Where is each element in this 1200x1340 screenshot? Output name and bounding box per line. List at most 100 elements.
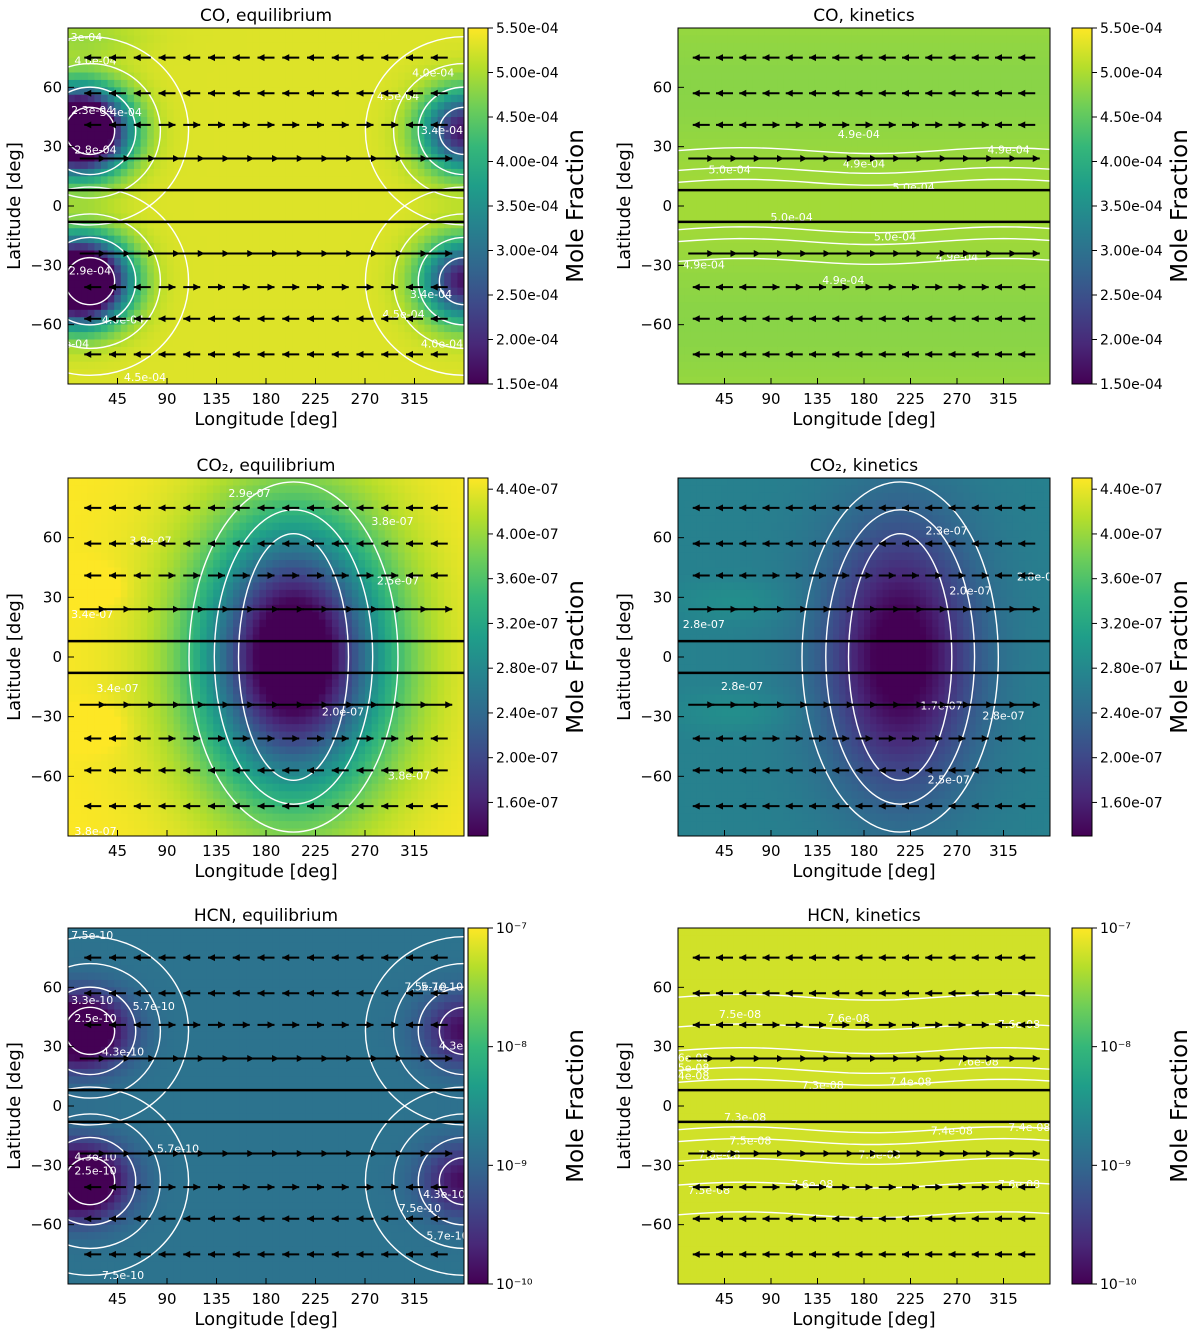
wind-arrowhead bbox=[371, 155, 378, 163]
heatmap-cell bbox=[332, 324, 340, 333]
colorbar bbox=[467, 27, 489, 385]
heatmap-cell bbox=[305, 317, 313, 326]
heatmap-cell bbox=[378, 168, 386, 177]
heatmap-cell bbox=[312, 302, 320, 311]
heatmap-cell bbox=[180, 42, 188, 51]
heatmap-cell bbox=[305, 87, 313, 96]
heatmap-cell bbox=[777, 198, 784, 207]
heatmap-cell bbox=[678, 79, 685, 88]
heatmap-cell bbox=[134, 346, 142, 355]
heatmap-cell bbox=[702, 198, 710, 207]
heatmap-cell bbox=[437, 317, 445, 326]
heatmap-cell bbox=[746, 72, 753, 81]
heatmap-cell bbox=[101, 124, 109, 133]
heatmap-cell bbox=[180, 206, 188, 215]
heatmap-cell bbox=[285, 324, 293, 333]
heatmap-cell bbox=[444, 265, 452, 274]
heatmap-cell bbox=[233, 295, 241, 304]
heatmap-cell bbox=[140, 79, 148, 88]
heatmap-cell bbox=[802, 176, 809, 185]
heatmap-cell bbox=[266, 339, 274, 348]
heatmap-cell bbox=[147, 272, 155, 281]
heatmap-cell bbox=[147, 168, 155, 177]
heatmap-cell bbox=[864, 124, 871, 133]
heatmap-cell bbox=[325, 124, 333, 133]
heatmap-cell bbox=[312, 354, 320, 363]
heatmap-cell bbox=[285, 361, 293, 370]
heatmap-cell bbox=[193, 79, 201, 88]
heatmap-cell bbox=[325, 376, 333, 384]
heatmap-cell bbox=[882, 72, 890, 81]
heatmap-cell bbox=[684, 191, 691, 200]
heatmap-cell bbox=[696, 243, 704, 252]
heatmap-cell bbox=[826, 117, 834, 126]
heatmap-cell bbox=[114, 35, 122, 44]
heatmap-cell bbox=[285, 206, 293, 215]
heatmap-cell bbox=[457, 176, 464, 185]
heatmap-cell bbox=[338, 243, 346, 252]
heatmap-cell bbox=[233, 324, 241, 333]
heatmap-cell bbox=[74, 109, 82, 118]
wind-arrowhead bbox=[296, 155, 304, 163]
heatmap-cell bbox=[312, 139, 320, 148]
heatmap-cell bbox=[733, 228, 741, 237]
heatmap-cell bbox=[988, 198, 995, 207]
heatmap-cell bbox=[678, 206, 685, 215]
heatmap-cell bbox=[134, 109, 142, 118]
heatmap-cell bbox=[351, 361, 359, 370]
heatmap-cell bbox=[200, 183, 208, 192]
heatmap-cell bbox=[752, 206, 760, 215]
heatmap-cell bbox=[127, 28, 135, 37]
heatmap-cell bbox=[285, 213, 293, 222]
heatmap-cell bbox=[391, 79, 399, 88]
heatmap-cell bbox=[186, 35, 194, 44]
heatmap-cell bbox=[814, 161, 822, 170]
heatmap-cell bbox=[266, 287, 274, 296]
heatmap-cell bbox=[87, 235, 95, 244]
heatmap-cell bbox=[279, 35, 287, 44]
heatmap-cell bbox=[345, 280, 353, 289]
heatmap-cell bbox=[431, 213, 439, 222]
heatmap-cell bbox=[213, 272, 221, 281]
contour-label: 4.0e-04 bbox=[412, 66, 454, 79]
heatmap-cell bbox=[120, 146, 128, 155]
heatmap-cell bbox=[814, 94, 822, 103]
heatmap-cell bbox=[186, 287, 194, 296]
heatmap-cell bbox=[259, 131, 267, 140]
heatmap-cell bbox=[378, 72, 386, 81]
heatmap-cell bbox=[266, 35, 274, 44]
heatmap-cell bbox=[351, 42, 359, 51]
heatmap-cell bbox=[107, 50, 115, 59]
heatmap-field: 4.9e-044.9e-044.9e-045.0e-045.0e-045.0e-… bbox=[678, 28, 1050, 384]
heatmap-cell bbox=[764, 198, 772, 207]
heatmap-cell bbox=[134, 235, 142, 244]
wind-arrowhead bbox=[346, 155, 354, 163]
heatmap-cell bbox=[134, 102, 142, 111]
heatmap-cell bbox=[1025, 139, 1032, 148]
heatmap-cell bbox=[457, 257, 464, 266]
heatmap-cell bbox=[160, 198, 168, 207]
heatmap-cell bbox=[845, 198, 853, 207]
heatmap-cell bbox=[913, 79, 921, 88]
heatmap-cell bbox=[752, 28, 760, 37]
heatmap-cell bbox=[272, 272, 280, 281]
heatmap-cell bbox=[120, 287, 128, 296]
heatmap-cell bbox=[338, 339, 346, 348]
heatmap-cell bbox=[404, 72, 412, 81]
heatmap-cell bbox=[153, 87, 161, 96]
heatmap-cell bbox=[226, 206, 234, 215]
heatmap-cell bbox=[789, 35, 797, 44]
heatmap-cell bbox=[371, 50, 379, 59]
heatmap-cell bbox=[219, 87, 227, 96]
heatmap-cell bbox=[437, 346, 445, 355]
heatmap-cell bbox=[919, 228, 927, 237]
heatmap-cell bbox=[988, 131, 995, 140]
heatmap-cell bbox=[107, 287, 115, 296]
heatmap-cell bbox=[789, 72, 797, 81]
heatmap-cell bbox=[365, 324, 373, 333]
heatmap-cell bbox=[950, 102, 958, 111]
heatmap-cell bbox=[107, 250, 115, 259]
heatmap-cell bbox=[325, 183, 333, 192]
heatmap-cell bbox=[252, 139, 260, 148]
heatmap-cell bbox=[950, 79, 958, 88]
